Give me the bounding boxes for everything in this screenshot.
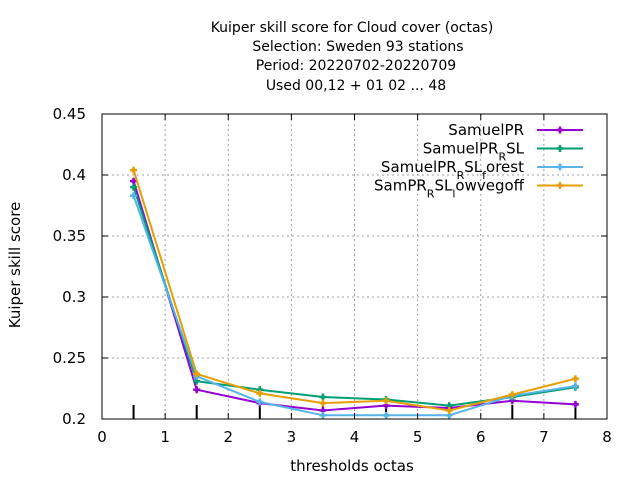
y-tick-label: 0.3 (62, 288, 86, 306)
legend-marker-dot (557, 127, 563, 133)
data-point-dot (446, 408, 452, 413)
y-axis: 0.2 0.25 0.3 0.35 0.4 0.45 (53, 105, 607, 428)
data-point-dot (320, 394, 326, 400)
data-point-dot (320, 400, 326, 406)
y-tick-label: 0.2 (62, 410, 86, 428)
data-point-dot (383, 413, 389, 418)
legend-label: SamuelPRRSLforest (381, 158, 524, 182)
data-point-dot (131, 178, 136, 184)
series-4 (130, 166, 579, 414)
data-point-dot (257, 391, 263, 396)
data-point-dot (573, 383, 578, 389)
data-point-dot (131, 193, 136, 198)
legend: SamuelPRSamuelPRRSLSamuelPRRSLforestSamP… (374, 121, 583, 200)
x-tick-label: 4 (350, 428, 360, 446)
data-point-dot (131, 167, 136, 173)
y-tick-label: 0.4 (62, 166, 86, 184)
chart-title: Kuiper skill score for Cloud cover (octa… (211, 20, 494, 94)
data-point-dot (510, 392, 515, 397)
y-axis-label: Kuiper skill score (6, 202, 24, 329)
data-point-dot (257, 399, 263, 405)
y-tick-label: 0.25 (53, 349, 86, 367)
x-tick-label: 5 (413, 428, 423, 446)
x-tick-label: 1 (160, 428, 170, 446)
legend-marker-dot (557, 183, 563, 188)
title-line-2: Selection: Sweden 93 stations (252, 39, 463, 55)
y-tick-label: 0.35 (53, 227, 86, 245)
legend-marker-dot (557, 146, 563, 151)
x-tick-label: 6 (476, 428, 486, 446)
data-point-dot (573, 376, 578, 381)
data-point-dot (320, 408, 326, 413)
series-line (132, 180, 576, 412)
series-line (132, 169, 576, 412)
legend-label: SamuelPRRSL (423, 140, 525, 164)
data-point-dot (131, 185, 136, 190)
data-point-dot (446, 403, 452, 408)
title-line-1: Kuiper skill score for Cloud cover (octa… (211, 20, 494, 36)
legend-item-1: SamuelPR (448, 121, 583, 139)
x-axis-label: thresholds octas (290, 457, 414, 475)
x-tick-label: 3 (287, 428, 297, 446)
data-point-dot (320, 413, 326, 418)
data-point-dot (194, 387, 199, 392)
legend-item-3: SamuelPRRSLforest (381, 158, 583, 182)
x-tick-label: 0 (97, 428, 107, 446)
title-line-3: Period: 20220702-20220709 (256, 58, 456, 74)
data-point-dot (194, 378, 199, 384)
legend-label: SamuelPR (448, 121, 524, 139)
data-point-dot (446, 413, 452, 418)
data-point-dot (383, 403, 389, 408)
x-tick-label: 2 (223, 428, 233, 446)
x-axis: 0 1 2 3 4 5 6 7 8 (97, 114, 612, 446)
title-line-4: Used 00,12 + 01 02 ... 48 (266, 78, 446, 94)
legend-label: SamPRRSLlowvegoff (374, 177, 525, 201)
data-point-dot (383, 398, 389, 403)
grid (102, 114, 607, 419)
x-tick-label: 7 (539, 428, 549, 446)
legend-item-4: SamPRRSLlowvegoff (374, 177, 583, 201)
series-group (130, 166, 579, 419)
y-tick-label: 0.45 (53, 105, 86, 123)
data-point-dot (573, 402, 578, 407)
legend-marker-dot (557, 164, 563, 170)
data-point-dot (194, 371, 199, 377)
legend-item-2: SamuelPRRSL (423, 140, 583, 164)
x-tick-label: 8 (602, 428, 612, 446)
